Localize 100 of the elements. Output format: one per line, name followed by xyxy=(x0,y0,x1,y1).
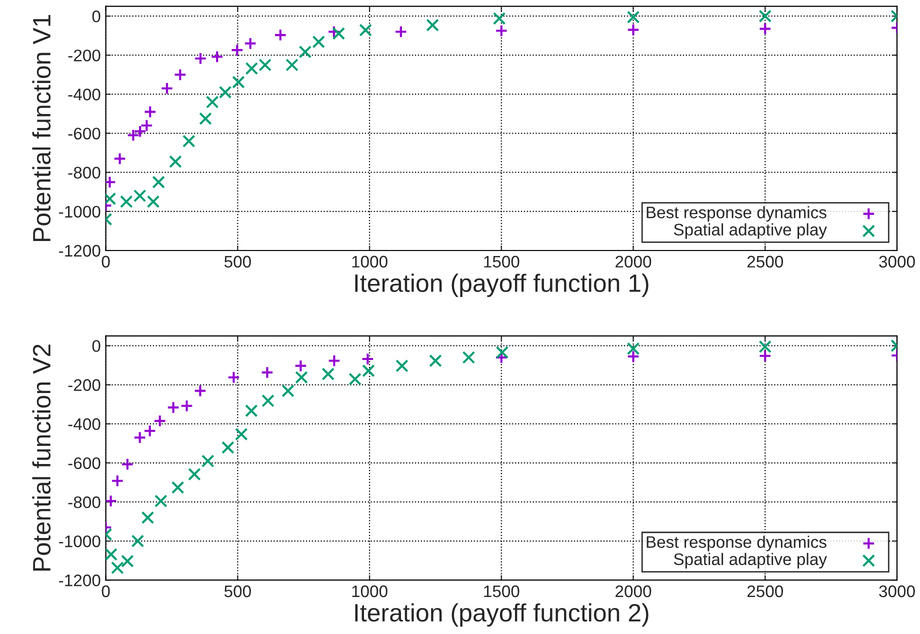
legend-label: Best response dynamics xyxy=(646,536,826,552)
point xyxy=(194,52,207,65)
point xyxy=(758,22,772,36)
point xyxy=(312,35,326,48)
point xyxy=(359,24,372,37)
point xyxy=(160,82,174,95)
y-tick-label: -1000 xyxy=(59,206,100,218)
point xyxy=(244,37,257,50)
point xyxy=(153,414,166,428)
point xyxy=(394,25,408,38)
point xyxy=(348,372,362,386)
point xyxy=(110,474,124,488)
point xyxy=(106,548,118,561)
point xyxy=(758,10,772,23)
point xyxy=(194,384,207,398)
point xyxy=(133,431,146,444)
y-tick-label: -200 xyxy=(68,379,100,391)
x-tick-label: 2500 xyxy=(747,585,784,598)
y-tick-label: -800 xyxy=(68,166,100,179)
point xyxy=(494,24,508,38)
point xyxy=(169,155,182,168)
point xyxy=(294,359,308,372)
point xyxy=(262,394,274,408)
point xyxy=(626,23,640,36)
point xyxy=(298,45,312,58)
point xyxy=(201,454,214,468)
point xyxy=(230,44,244,57)
point xyxy=(121,554,134,568)
x-tick-label: 0 xyxy=(102,585,110,598)
point xyxy=(174,68,187,82)
point xyxy=(274,28,287,42)
point xyxy=(199,112,212,126)
point xyxy=(328,25,340,38)
point xyxy=(462,351,476,364)
point xyxy=(110,561,124,574)
x-tick-label: 3000 xyxy=(879,585,915,598)
legend-label: Spatial adaptive play xyxy=(674,223,827,239)
point xyxy=(494,351,508,364)
x-tick-label: 500 xyxy=(224,256,251,268)
x-tick-label: 1000 xyxy=(352,256,388,268)
point xyxy=(144,105,157,118)
point xyxy=(106,494,118,508)
point xyxy=(171,481,184,494)
point xyxy=(361,352,374,366)
point xyxy=(245,62,258,75)
legend-label: Best response dynamics xyxy=(646,206,826,222)
point xyxy=(244,404,258,418)
point xyxy=(626,342,640,356)
x-tick-label: 1000 xyxy=(352,585,388,598)
point xyxy=(232,76,245,89)
point xyxy=(426,18,439,32)
point xyxy=(626,10,640,24)
point xyxy=(146,195,160,208)
point xyxy=(113,152,126,166)
point xyxy=(258,58,272,72)
x-tick-label: 0 xyxy=(102,256,110,268)
x-tick-label: 1500 xyxy=(484,585,520,598)
point xyxy=(260,366,274,379)
point xyxy=(133,189,146,202)
x-tick-label: 1500 xyxy=(484,256,520,268)
point xyxy=(188,468,201,481)
point xyxy=(221,441,234,454)
y-tick-label: -600 xyxy=(68,128,100,140)
x-axis-title: Iteration (payoff function 1) xyxy=(355,274,648,297)
x-tick-label: 3000 xyxy=(879,256,915,268)
point xyxy=(396,359,408,372)
y-tick-label: -1000 xyxy=(59,535,100,548)
y-tick-label: -800 xyxy=(68,496,100,508)
y-tick-label: -400 xyxy=(68,418,100,430)
x-tick-label: 2000 xyxy=(616,256,652,268)
point xyxy=(496,346,509,359)
point xyxy=(332,27,346,40)
point xyxy=(131,534,144,548)
point xyxy=(758,340,772,354)
y-tick-label: -1200 xyxy=(59,574,100,586)
point xyxy=(295,370,308,384)
point xyxy=(182,134,196,148)
point xyxy=(286,58,298,72)
point xyxy=(626,350,640,363)
point xyxy=(154,494,168,508)
y-tick-label: -200 xyxy=(68,50,100,62)
point xyxy=(180,399,194,412)
point xyxy=(121,458,134,471)
point xyxy=(328,354,341,368)
y-tick-label: -1200 xyxy=(59,244,100,257)
y-tick-label: -600 xyxy=(68,457,100,470)
y-tick-label: 0 xyxy=(92,10,100,22)
point xyxy=(120,195,133,208)
point xyxy=(141,511,154,524)
point xyxy=(758,349,772,362)
point xyxy=(429,354,442,368)
x-tick-label: 2500 xyxy=(747,256,784,268)
point xyxy=(152,176,165,189)
legend-label: Spatial adaptive play xyxy=(674,552,827,568)
point xyxy=(227,370,240,384)
point xyxy=(362,364,375,378)
point xyxy=(492,12,506,25)
point xyxy=(143,424,156,438)
point xyxy=(322,368,335,380)
point xyxy=(206,96,219,108)
